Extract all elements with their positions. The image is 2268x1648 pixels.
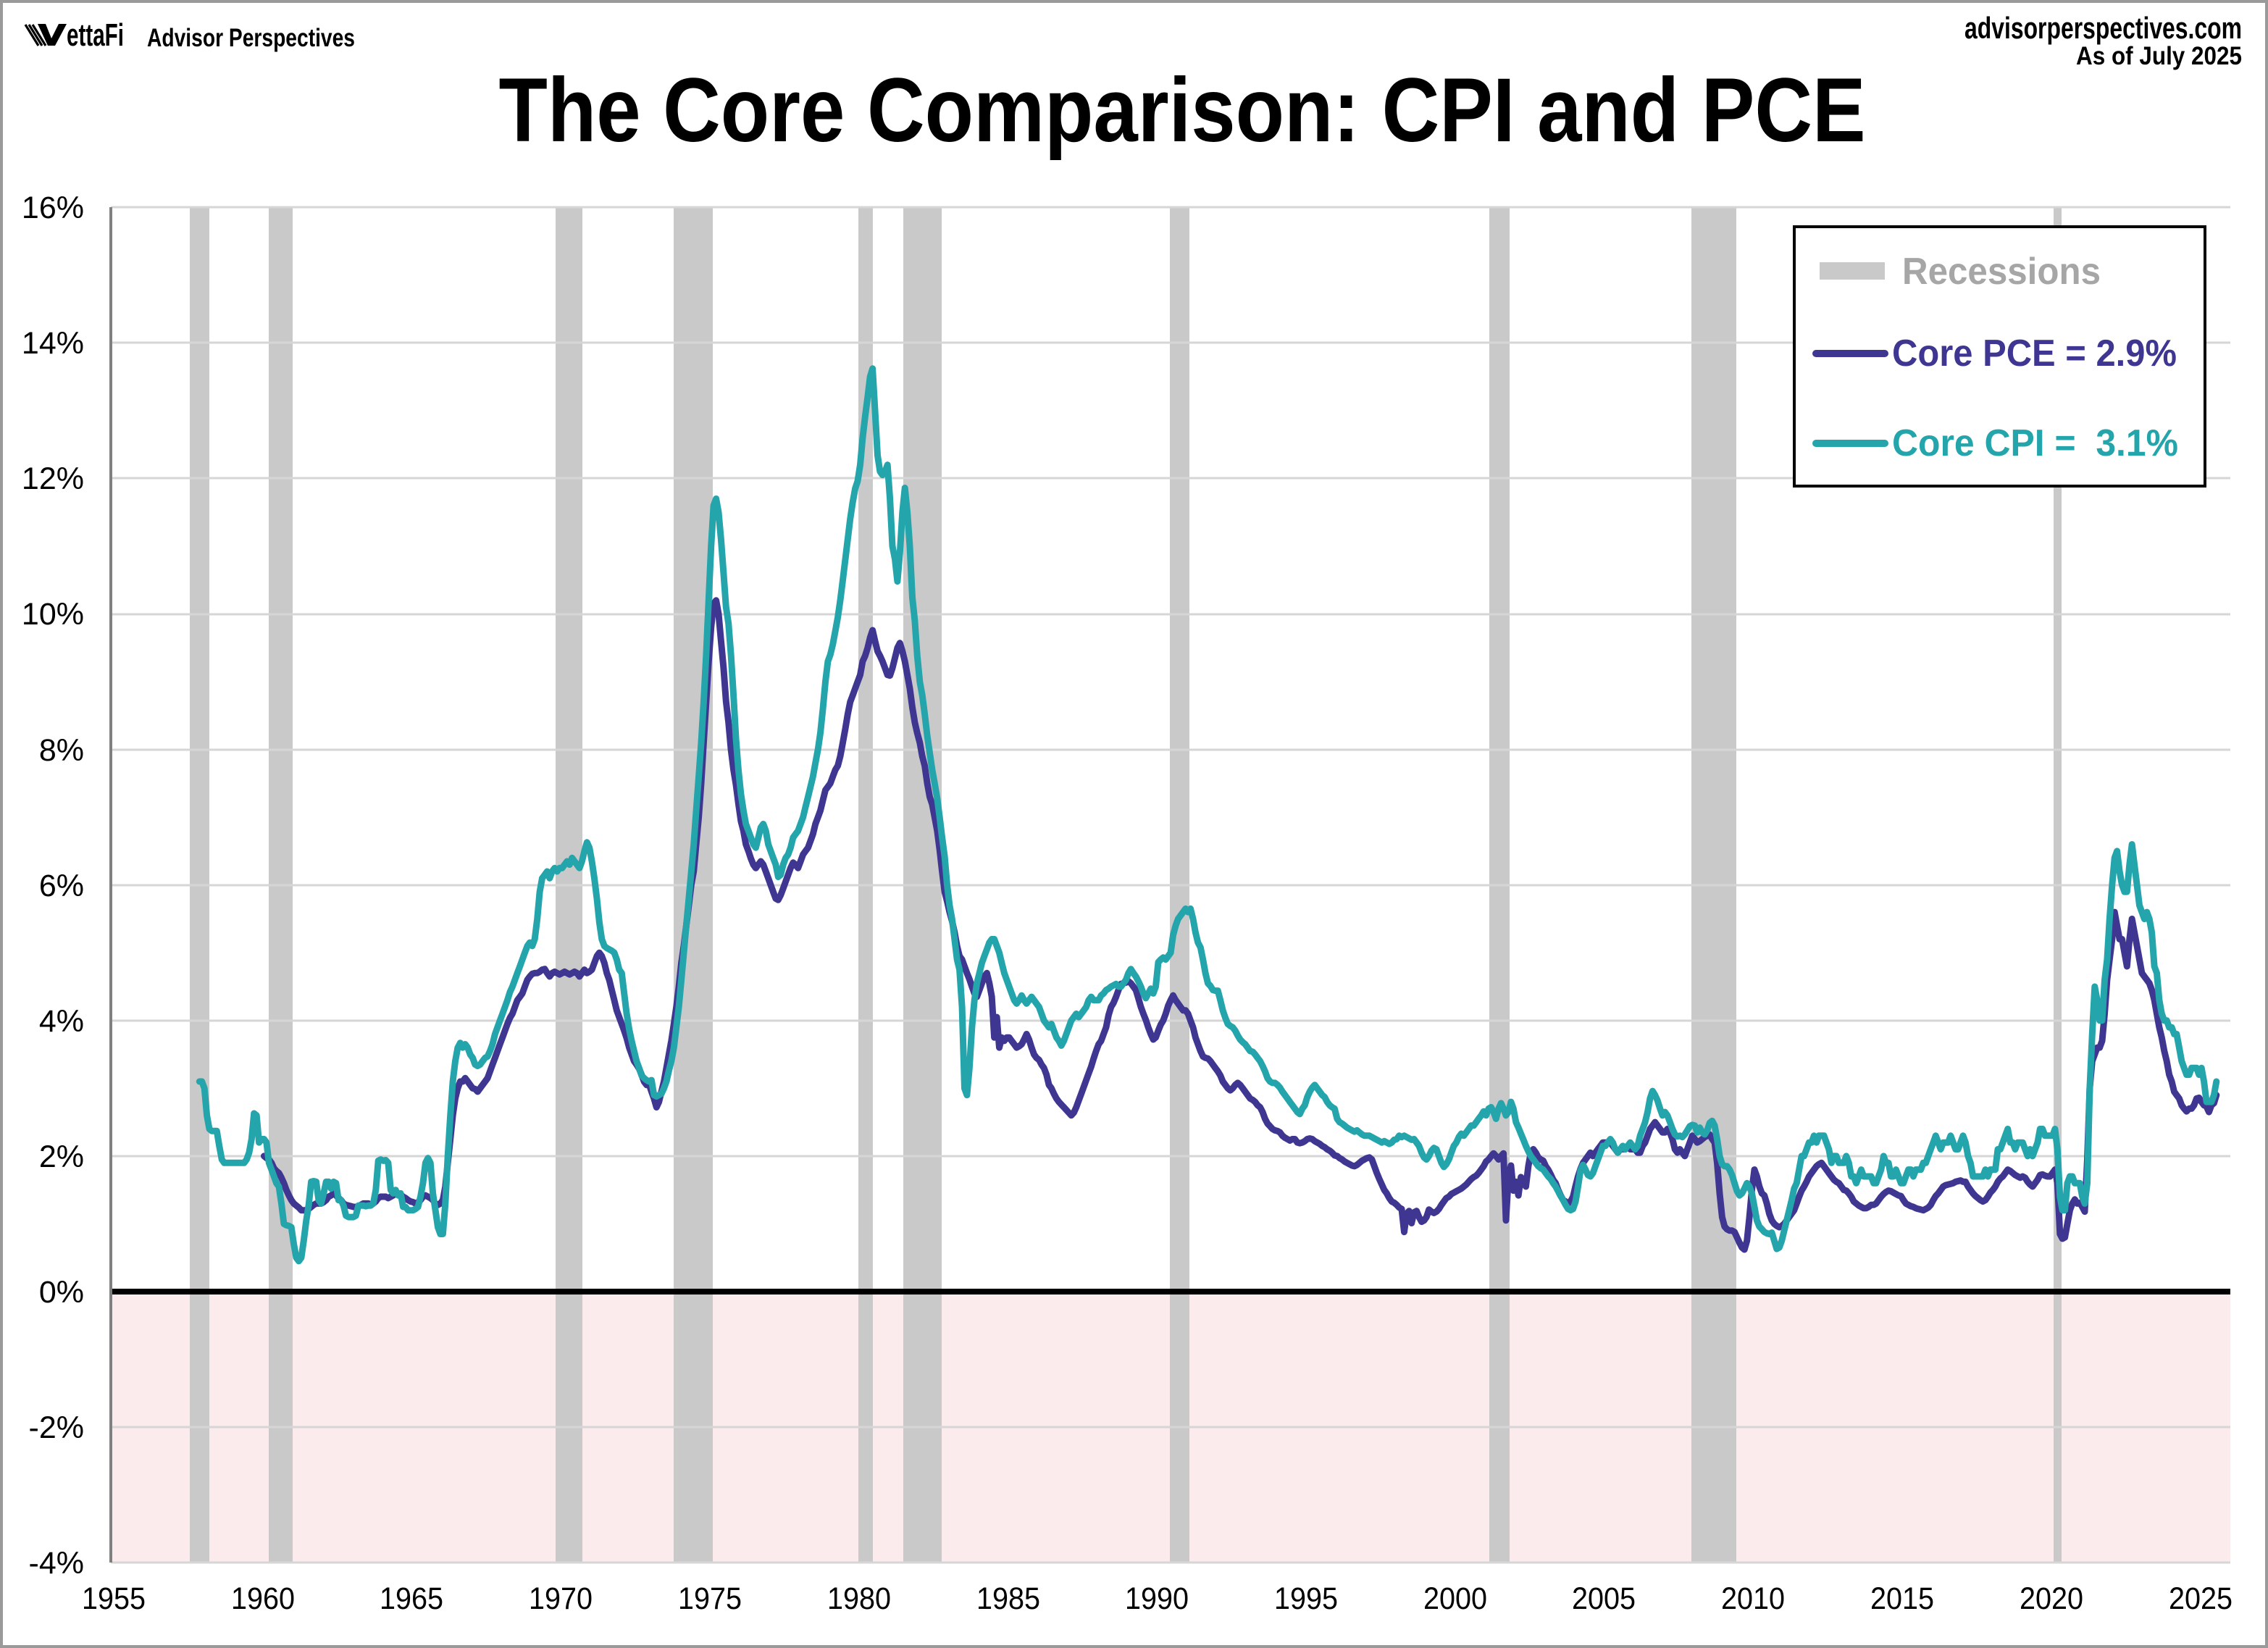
svg-text:16%: 16% — [22, 191, 84, 225]
svg-text:1970: 1970 — [529, 1581, 593, 1616]
svg-text:10%: 10% — [22, 597, 84, 632]
svg-text:12%: 12% — [22, 461, 84, 496]
svg-text:As of July 2025: As of July 2025 — [2076, 42, 2242, 70]
svg-text:-4%: -4% — [29, 1546, 84, 1581]
svg-text:Core PCE = 2.9%: Core PCE = 2.9% — [1892, 332, 2177, 375]
svg-text:6%: 6% — [39, 869, 84, 903]
svg-text:2%: 2% — [39, 1139, 84, 1174]
svg-text:8%: 8% — [39, 733, 84, 768]
svg-text:14%: 14% — [22, 326, 84, 361]
svg-text:2020: 2020 — [2020, 1581, 2083, 1616]
svg-text:Core CPI = 3.1%: Core CPI = 3.1% — [1892, 422, 2178, 464]
svg-text:1985: 1985 — [976, 1581, 1040, 1616]
svg-text:ettaFi: ettaFi — [67, 17, 124, 53]
svg-text:1960: 1960 — [231, 1581, 295, 1616]
svg-text:1955: 1955 — [82, 1581, 146, 1616]
svg-text:2000: 2000 — [1423, 1581, 1487, 1616]
svg-text:1990: 1990 — [1125, 1581, 1189, 1616]
svg-text:0%: 0% — [39, 1275, 84, 1310]
svg-text:1975: 1975 — [678, 1581, 742, 1616]
svg-text:2025: 2025 — [2169, 1581, 2233, 1616]
svg-text:-2%: -2% — [29, 1410, 84, 1445]
svg-text:The Core Comparison: CPI and P: The Core Comparison: CPI and PCE — [499, 60, 1866, 161]
svg-text:2010: 2010 — [1721, 1581, 1785, 1616]
svg-text:Recessions: Recessions — [1902, 251, 2101, 293]
svg-text:2015: 2015 — [1870, 1581, 1934, 1616]
svg-text:4%: 4% — [39, 1004, 84, 1039]
svg-text:1965: 1965 — [380, 1581, 443, 1616]
svg-text:Advisor Perspectives: Advisor Perspectives — [147, 24, 355, 52]
svg-text:advisorperspectives.com: advisorperspectives.com — [1964, 11, 2242, 45]
svg-text:2005: 2005 — [1572, 1581, 1636, 1616]
svg-text:1995: 1995 — [1274, 1581, 1338, 1616]
svg-text:1980: 1980 — [827, 1581, 891, 1616]
